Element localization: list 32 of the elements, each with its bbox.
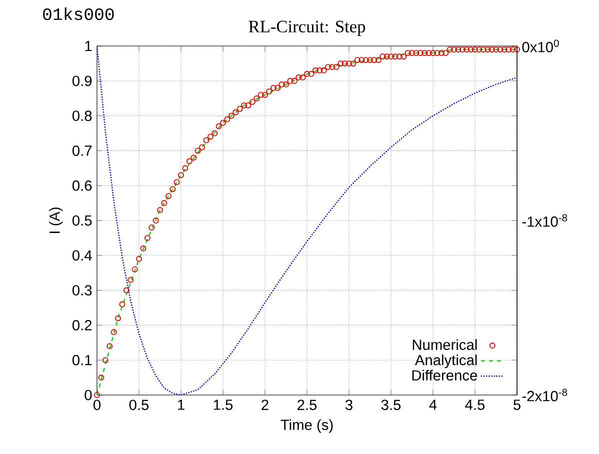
y-tick-label: 0.9 [72,76,92,86]
y-tick-label: 0.7 [72,146,92,156]
x-tick-label: 5 [514,400,520,410]
y-tick-label: 0.5 [72,215,92,226]
legend-label: Difference [412,370,478,381]
x-axis-title: Time (s) [280,419,333,433]
y2-tick-label: -1x10$^{-8}$ [522,214,568,227]
y-tick-label: 0 [84,390,92,400]
x-tick-label: 0.5 [129,400,149,410]
y2-tick-label: 0x10$^{0}$ [522,40,559,52]
legend-label: Numerical [412,339,477,350]
x-tick-label: 4.5 [465,400,485,410]
y-tick-label: 0.3 [72,285,92,296]
y-axis-title: I (A) [49,208,63,233]
y-tick-label: 0.4 [72,250,92,261]
y-tick-label: 0.6 [72,180,92,191]
chart-title: RL-Circuit: Step [248,20,366,36]
y-tick-label: 0.2 [72,320,92,330]
x-tick-label: 0 [93,400,100,410]
x-tick-label: 3 [345,400,352,410]
legend-label: Analytical [414,354,477,368]
x-tick-label: 2 [262,400,268,410]
x-tick-label: 1.5 [214,400,233,410]
x-tick-label: 4 [429,400,437,410]
text: 01ks000 [43,7,114,20]
x-tick-label: 1 [178,400,184,410]
x-tick-label: 3.5 [381,400,401,410]
y-tick-label: 1 [85,40,92,52]
x-tick-label: 2.5 [298,400,317,410]
y-tick-label: 0.8 [72,110,92,121]
y-tick-label: 0.1 [72,354,92,366]
y2-tick-label: -2x10$^{-8}$ [522,388,568,402]
